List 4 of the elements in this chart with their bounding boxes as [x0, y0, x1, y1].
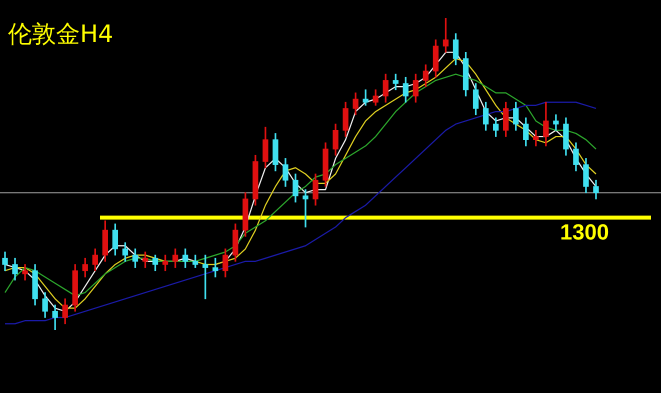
chart-title: 伦敦金H4 — [8, 19, 114, 50]
candlestick — [22, 264, 28, 280]
candlestick — [302, 189, 308, 228]
annotation: 1300 — [560, 220, 609, 245]
